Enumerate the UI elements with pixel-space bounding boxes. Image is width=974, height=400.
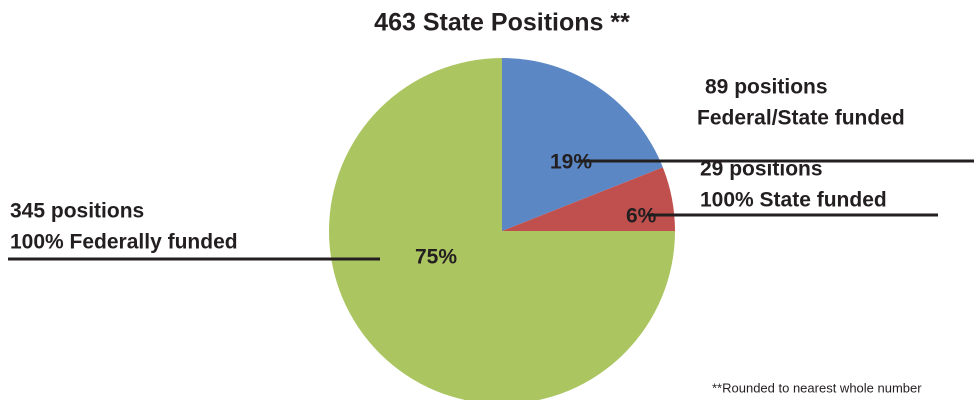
footnote: **Rounded to nearest whole number [712, 380, 922, 395]
slice-annotation: 345 positions [10, 200, 144, 223]
slice-annotation: 29 positions [700, 158, 823, 181]
value-label: 75% [415, 246, 457, 269]
chart-title: 463 State Positions ** [374, 9, 630, 37]
slice-annotation: Federal/State funded [697, 107, 905, 130]
slice-annotation: 89 positions [705, 76, 828, 99]
value-label: 19% [550, 151, 592, 174]
value-label: 6% [626, 205, 657, 228]
pie-slice [329, 58, 675, 400]
slice-annotation: 100% Federally funded [10, 231, 238, 254]
pie-slice [502, 167, 675, 231]
pie-slice [502, 58, 663, 231]
slice-annotation: 100% State funded [700, 189, 887, 212]
